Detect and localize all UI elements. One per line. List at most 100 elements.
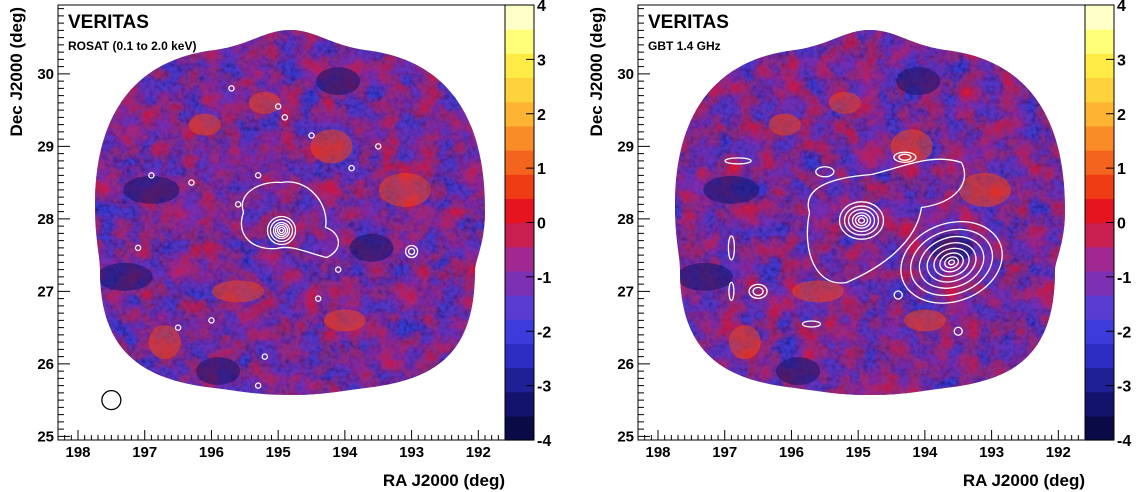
contour-blob	[281, 114, 289, 121]
contour-blob	[134, 244, 142, 252]
contour-blob	[274, 103, 282, 110]
colorbar-label: -2	[1117, 324, 1131, 341]
colorbar-band	[505, 174, 534, 199]
x-tick-label: 193	[979, 444, 1004, 461]
contour-blob	[724, 157, 752, 165]
contour-source	[404, 244, 419, 259]
panel-subtitle: GBT 1.4 GHz	[648, 39, 721, 53]
x-tick-label: 195	[266, 444, 291, 461]
colorbar-band	[505, 367, 534, 393]
colorbar-band	[1085, 125, 1114, 151]
colorbar-band	[505, 53, 534, 79]
y-tick-label: 27	[617, 283, 634, 300]
hot-patch	[828, 91, 861, 114]
x-tick-label: 197	[132, 444, 157, 461]
colorbar-band	[505, 343, 534, 369]
y-tick-label: 25	[617, 428, 634, 445]
contour-core	[851, 212, 872, 229]
y-tick-label: 26	[617, 356, 634, 373]
colorbar-label: 3	[537, 52, 546, 69]
contour-blob	[348, 164, 355, 172]
cold-patch	[96, 262, 153, 291]
contour-blob	[254, 382, 262, 389]
x-tick-label: 198	[645, 444, 670, 461]
y-tick-label: 28	[617, 211, 634, 228]
colorbar-label: -1	[537, 270, 551, 287]
contour-core	[857, 217, 866, 224]
contour-blob	[953, 326, 963, 336]
x-tick-label: 196	[779, 444, 804, 461]
contour-lobe	[947, 259, 956, 266]
colorbar-band	[1085, 391, 1114, 417]
colorbar-band	[505, 295, 534, 320]
colorbar-band	[505, 270, 534, 296]
contour-source	[407, 247, 416, 256]
colorbar-label: 3	[1117, 52, 1126, 69]
contour-blob	[374, 143, 382, 150]
contour-blob	[208, 317, 215, 324]
contour-overlay	[724, 151, 1003, 336]
colorbar-band	[1085, 270, 1114, 296]
psf-circle	[101, 389, 122, 411]
colorbar: 4 3 2 1 0 -1 -2 -3 -4	[504, 0, 551, 450]
colorbar-band	[505, 29, 534, 54]
colorbar-label: -1	[1117, 270, 1131, 287]
significance-map	[95, 30, 485, 395]
cold-patch	[703, 175, 760, 204]
x-axis: 198 197 196 195 194 193 192 RA J2000 (deg)	[637, 430, 1086, 490]
colorbar-label: 4	[537, 0, 546, 15]
colorbar-label: 0	[537, 216, 546, 233]
colorbar-label: -3	[1117, 379, 1131, 396]
x-tick-label: 193	[399, 444, 424, 461]
contour-blob	[815, 166, 835, 178]
colorbar-band	[1085, 367, 1114, 393]
contour-overlay	[134, 85, 419, 389]
panel-title: VERITAS	[648, 12, 729, 33]
contour-lobe	[926, 242, 977, 283]
x-tick-label: 197	[712, 444, 737, 461]
contour-lobe	[918, 235, 985, 289]
cold-patch	[196, 357, 241, 386]
colorbar-band	[1085, 150, 1114, 175]
colorbar-band	[505, 222, 534, 248]
panel-subtitle: ROSAT (0.1 to 2.0 keV)	[68, 39, 196, 53]
hot-patch	[310, 129, 353, 164]
contour-lobe	[910, 228, 994, 296]
contour-core	[269, 218, 294, 243]
hot-patch	[148, 325, 181, 360]
y-tick-label: 30	[617, 66, 634, 83]
contour-core	[838, 201, 885, 240]
contour-outer	[806, 158, 966, 284]
contour-blob	[308, 132, 315, 139]
hot-patch	[248, 91, 281, 114]
cold-patch	[316, 67, 361, 96]
hot-patch	[768, 113, 801, 136]
colorbar-band	[505, 5, 534, 30]
colorbar-band	[505, 198, 534, 224]
contour-lobe	[939, 252, 964, 273]
contour-core	[847, 208, 876, 233]
contour-blob	[898, 153, 912, 161]
colorbar-band	[1085, 295, 1114, 320]
colorbar-label: -2	[537, 324, 551, 341]
colorbar-label: -4	[537, 433, 551, 450]
contour-blob	[174, 324, 182, 331]
hot-patch	[212, 280, 265, 303]
contour-lobe	[933, 247, 970, 278]
y-axis-label: Dec J2000 (deg)	[587, 7, 606, 136]
x-axis-label: RA J2000 (deg)	[383, 471, 505, 490]
y-axis: 25 26 27 28 29 30 Dec J2000 (deg)	[7, 7, 70, 445]
contour-blob	[893, 151, 917, 163]
contour-core	[274, 223, 289, 238]
hot-patch	[958, 172, 1011, 207]
contour-blob	[188, 179, 195, 186]
colorbar-label: 4	[1117, 0, 1126, 15]
colorbar-band	[1085, 198, 1114, 224]
y-axis-label: Dec J2000 (deg)	[7, 7, 26, 136]
colorbar-band	[505, 150, 534, 175]
contour-core	[843, 205, 880, 236]
colorbar-band	[1085, 246, 1114, 272]
colorbar-band	[1085, 343, 1114, 369]
